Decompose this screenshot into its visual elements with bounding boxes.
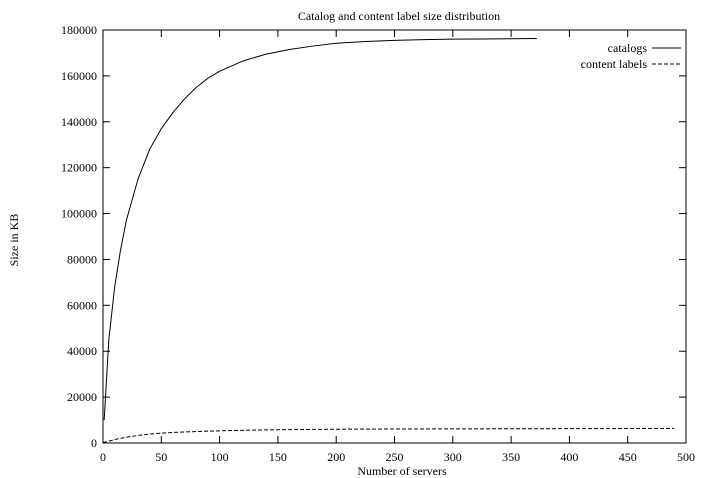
- plot-frame: [103, 30, 686, 443]
- y-tick-label: 60000: [67, 298, 97, 312]
- y-tick-label: 140000: [61, 115, 97, 129]
- y-tick-label: 100000: [61, 207, 97, 221]
- legend: catalogs content labels: [581, 41, 681, 71]
- legend-label: catalogs: [608, 41, 648, 55]
- x-tick-label: 400: [560, 450, 578, 464]
- x-tick-label: 500: [677, 450, 695, 464]
- series-line-catalogs: [104, 38, 537, 420]
- y-tick-label: 20000: [67, 390, 97, 404]
- y-tick-label: 160000: [61, 69, 97, 83]
- series-layer: [103, 38, 674, 442]
- chart-title: Catalog and content label size distribut…: [298, 9, 500, 23]
- x-tick-label: 50: [155, 450, 167, 464]
- series-line-content-labels: [103, 428, 674, 442]
- x-tick-label: 450: [619, 450, 637, 464]
- y-axis-label: Size in KB: [7, 214, 21, 267]
- y-tick-label: 120000: [61, 161, 97, 175]
- x-tick-label: 100: [211, 450, 229, 464]
- y-tick-label: 80000: [67, 252, 97, 266]
- x-tick-label: 0: [100, 450, 106, 464]
- x-tick-label: 350: [502, 450, 520, 464]
- x-tick-label: 150: [269, 450, 287, 464]
- y-tick-label: 0: [91, 436, 97, 450]
- x-tick-label: 200: [327, 450, 345, 464]
- y-tick-label: 180000: [61, 23, 97, 37]
- y-tick-label: 40000: [67, 344, 97, 358]
- x-axis-label: Number of servers: [357, 464, 447, 478]
- x-tick-label: 300: [444, 450, 462, 464]
- x-tick-label: 250: [386, 450, 404, 464]
- legend-label: content labels: [581, 57, 648, 71]
- axis-ticks: 0 50 100 150 200 250 300 350 400 450 500 0 20000 4000…: [61, 23, 695, 464]
